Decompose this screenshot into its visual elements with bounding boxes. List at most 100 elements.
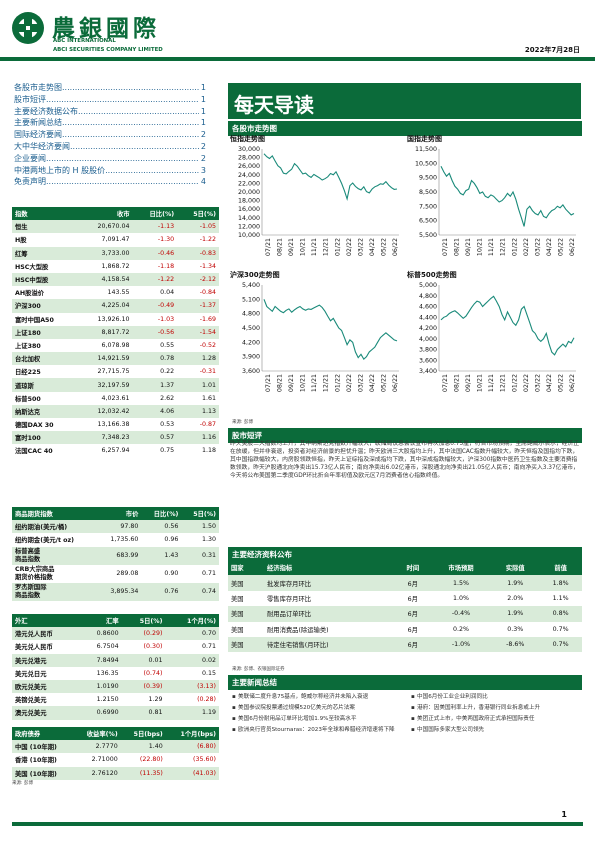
x-tick-label: 04/22 [546,374,553,392]
table-cell: (3.13) [165,679,219,694]
row-label: 澳元兑美元 [12,706,79,720]
x-tick-label: 03/22 [534,238,541,256]
table-row: 纽约期油(美元/桶) 97.80 0.56 1.50 [12,520,219,534]
y-tick-label: 16,000 [238,206,260,213]
row-label: 富时100 [12,431,78,445]
table-cell: 耐用消费品(除运输类) [266,626,329,634]
row-label: 欧元兑美元 [12,679,79,694]
news-item: ▪ 美国6月份耐用品订单环比增加1.9%至较高水平 [232,715,399,723]
y-tick-label: 3,900 [242,354,260,361]
table-cell: 0.96 [164,536,179,544]
toc-item-title: 股市短评 [14,94,46,104]
abc-logo-icon [12,12,44,44]
table-cell: -0.87 [199,421,216,429]
x-tick-label: 10/21 [477,238,484,256]
x-tick-label: 07/21 [265,238,272,256]
toc-item-title: 大中华经济要闻 [14,141,70,151]
row-label: 美元兑人民币 [15,644,53,652]
table-cell: 3,895.34 [96,582,142,601]
table-cell: 1.1% [552,594,569,602]
table-cell: 1.50 [181,520,219,534]
y-tick-label: 11,500 [415,146,437,153]
table-cell: -1.37 [177,299,219,313]
series-line [440,295,575,356]
comment-section-title: 股市短评 [228,428,582,443]
table-header: 指数 [12,207,78,221]
row-label: 美国 [231,595,244,603]
csi300-chart: 沪深300走势图 5,400 5,100 4,800 4,500 4,200 3,900 3,… [228,270,405,408]
bullet-icon: ▪ [411,694,415,700]
table-row: 英镑兑美元 1.2150 1.29 (0.28) [12,693,219,706]
x-tick-label: 01/22 [511,374,518,392]
x-tick-label: 09/21 [465,238,472,256]
table-source: 来源: 彭博 [12,780,33,786]
table-row: 富时100 7,348.23 0.57 1.16 [12,431,219,445]
row-label: 美国 [231,626,244,634]
toc-item[interactable]: 免责声明 4 [14,176,206,188]
table-row: 上证180 8,817.72 -0.56 -1.54 [12,325,219,339]
toc-item[interactable]: 企业要闻 2 [14,153,206,165]
row-label: 中国 (10年期) [12,740,74,754]
toc-item-title: 主要经济数据公布 [14,106,78,116]
table-cell: 6,257.94 [101,447,130,455]
table-cell: 批发库存月环比 [263,575,395,591]
table-header: 经济指标 [263,560,395,576]
x-tick-label: 05/22 [557,238,564,256]
news-item: ▪ 港府：因美国利率上升，香港银行同业拆息或上升 [411,704,578,712]
table-row: 港元兑人民币 0.8600 (0.29) 0.70 [12,627,219,641]
y-tick-label: 4,400 [419,314,437,321]
table-cell: -0.31 [199,368,216,376]
table-row: 美国 批发库存月环比 6月 1.5% 1.9% 1.8% [228,575,582,591]
news-item: ▪ 美国参议院投票通过规模520亿美元的芯片法案 [232,704,399,712]
commodity-table: 商品期货指数 市价 日比(%) 5日(%) 纽约期油(美元/桶) 97.80 0.56 1.5… [12,507,219,601]
row-label: 纽约期油(美元/桶) [12,520,97,534]
table-row: 法国CAC 40 6,257.94 0.75 1.18 [12,444,219,457]
x-tick-label: 02/22 [346,238,353,256]
x-tick-label: 02/22 [523,374,530,392]
table-cell: 0.71 [201,570,216,578]
toc-item[interactable]: 国际经济要闻 2 [14,129,206,141]
table-cell: 1.61 [201,394,216,402]
toc-item[interactable]: 主要经济数据公布 1 [14,106,206,118]
table-cell: 1.2150 [96,696,119,704]
table-cell: -0.52 [199,341,216,349]
y-tick-label: 22,000 [238,180,260,187]
y-tick-label: 8,500 [419,189,437,196]
table-cell: -0.83 [177,246,219,260]
row-label: 美国 (10年期) [12,766,74,780]
table-cell: 7,091.47 [101,236,130,244]
toc-item[interactable]: 主要新闻总结 1 [14,117,206,129]
toc-item[interactable]: 中港两地上市的 H 股股价 3 [14,165,206,177]
table-cell: 1.9% [491,575,540,591]
toc-item[interactable]: 各股市走势图 1 [14,82,206,94]
x-tick-label: 08/21 [277,374,284,392]
table-cell: -0.56 [132,325,178,339]
table-cell: 零售库存月环比 [266,595,312,603]
table-cell: 耐用品订单环比 [263,606,395,622]
table-header: 5日(%) [177,207,219,221]
table-cell: 1.29 [148,696,163,704]
x-tick-label: 11/21 [488,374,495,392]
x-tick-label: 02/22 [523,238,530,256]
toc-item-title: 各股市走势图 [14,83,62,92]
table-cell: 0.71 [201,643,216,651]
table-cell: 4,158.54 [77,272,133,287]
toc-item[interactable]: 股市短评 1 [14,94,206,106]
news-text: 中国6月份工业企业利润同比 [417,694,488,700]
row-label: 美元兑港元 [12,653,79,667]
table-cell: 1.0190 [78,679,122,694]
x-tick-label: 10/21 [300,374,307,392]
toc-item[interactable]: 大中华经济要闻 2 [14,141,206,153]
y-tick-label: 5,400 [242,282,260,289]
table-cell: 0.81 [121,706,166,720]
x-tick-label: 03/22 [534,374,541,392]
row-label: 日经225 [15,369,41,377]
toc-item-title: 主要新闻总结 [14,118,62,128]
row-label: CRB大宗商品 期货价格指数 [15,566,55,581]
row-label: 富时中国A50 [15,316,54,324]
row-label: AH股溢价 [15,290,45,298]
y-tick-label: 18,000 [238,198,260,205]
y-tick-label: 5,100 [242,296,260,303]
table-cell: 6月 [394,606,431,622]
table-cell: -1.34 [199,262,216,270]
